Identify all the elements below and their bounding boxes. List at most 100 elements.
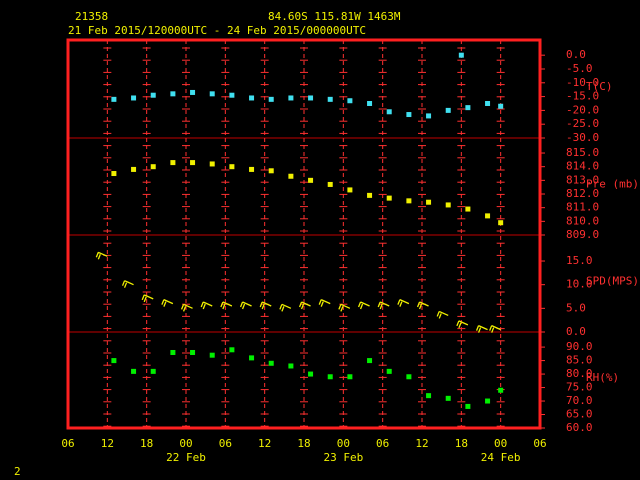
y-tick-label: 65.0 [566, 408, 593, 421]
data-point [347, 374, 353, 380]
x-tick-label: 06 [376, 437, 389, 450]
data-point [406, 112, 412, 118]
data-point [426, 393, 432, 399]
data-point [445, 107, 451, 113]
data-point [111, 358, 117, 364]
y-tick-label: 60.0 [566, 421, 593, 434]
date-label: 23 Feb [323, 451, 363, 464]
x-tick-label: 00 [179, 437, 192, 450]
data-point [170, 349, 176, 355]
y-tick-label: 85.0 [566, 354, 593, 367]
data-point [209, 161, 215, 167]
wind-barb [279, 303, 292, 312]
x-tick-label: 12 [415, 437, 428, 450]
plot-frame [66, 38, 542, 430]
data-point [327, 374, 333, 380]
wind-barb [121, 280, 134, 288]
y-axis-label: RH(%) [586, 371, 619, 384]
y-tick-label: 10.0 [566, 278, 593, 291]
y-tick-label: 5.0 [566, 301, 586, 314]
y-tick-label: -25.0 [566, 117, 599, 130]
data-point [131, 368, 137, 374]
y-tick-label: -10.0 [566, 76, 599, 89]
data-point [426, 113, 432, 119]
data-point [170, 91, 176, 97]
data-point [170, 160, 176, 166]
wind-barb [220, 301, 233, 310]
data-point [445, 202, 451, 208]
data-point [308, 371, 314, 377]
y-tick-label: 15.0 [566, 254, 593, 267]
x-tick-label: 06 [533, 437, 546, 450]
data-point [268, 360, 274, 366]
data-point [347, 98, 353, 104]
y-tick-label: 814.0 [566, 160, 599, 173]
data-point [465, 403, 471, 409]
data-point [190, 160, 196, 166]
y-tick-label: 809.0 [566, 228, 599, 241]
data-point [190, 349, 196, 355]
data-point [131, 166, 137, 172]
y-tick-label: -15.0 [566, 90, 599, 103]
data-point [458, 52, 464, 58]
data-point [498, 220, 504, 226]
page-number: 2 [14, 465, 21, 478]
wind-barb [357, 301, 370, 310]
y-tick-label: 80.0 [566, 367, 593, 380]
y-tick-label: 0.0 [566, 48, 586, 61]
wind-barb [180, 303, 193, 312]
data-point [445, 395, 451, 401]
data-point [465, 105, 471, 111]
data-point [131, 95, 137, 101]
y-tick-label: 90.0 [566, 340, 593, 353]
date-label: 22 Feb [166, 451, 206, 464]
wind-barb [416, 301, 429, 310]
y-tick-label: 815.0 [566, 146, 599, 159]
data-point [367, 192, 373, 198]
y-tick-label: 70.0 [566, 394, 593, 407]
x-tick-label: 18 [297, 437, 310, 450]
y-tick-label: -30.0 [566, 131, 599, 144]
y-tick-label: 810.0 [566, 214, 599, 227]
wind-barb [259, 301, 272, 310]
data-point [268, 168, 274, 174]
x-tick-label: 00 [337, 437, 350, 450]
wind-barb [95, 251, 108, 260]
wind-barb [338, 303, 351, 312]
wind-barb [239, 301, 252, 310]
data-point [498, 387, 504, 393]
y-tick-label: 812.0 [566, 187, 599, 200]
x-tick-label: 12 [258, 437, 271, 450]
data-point [386, 368, 392, 374]
data-point [308, 177, 314, 183]
data-point [268, 96, 274, 102]
x-tick-label: 18 [455, 437, 468, 450]
wind-barb [397, 299, 410, 307]
wind-barb [161, 299, 174, 307]
y-tick-label: -5.0 [566, 62, 593, 75]
x-tick-label: 00 [494, 437, 507, 450]
data-point [229, 347, 235, 353]
data-point [367, 358, 373, 364]
x-tick-label: 06 [219, 437, 232, 450]
wind-barb [489, 325, 501, 333]
data-point [288, 95, 294, 101]
y-axis-label: T(C) [586, 80, 613, 93]
data-point [386, 195, 392, 201]
data-point [327, 181, 333, 187]
data-point [150, 92, 156, 98]
data-point [249, 166, 255, 172]
station-id: 21358 [75, 10, 108, 23]
data-point [367, 100, 373, 106]
data-point [209, 91, 215, 97]
x-tick-label: 18 [140, 437, 153, 450]
y-tick-label: 0.0 [566, 325, 586, 338]
data-point [288, 173, 294, 179]
data-point [150, 164, 156, 170]
data-point [485, 100, 491, 106]
data-point [229, 164, 235, 170]
wind-barb [456, 320, 469, 329]
wind-barb [200, 301, 213, 310]
wind-barb [298, 301, 311, 310]
